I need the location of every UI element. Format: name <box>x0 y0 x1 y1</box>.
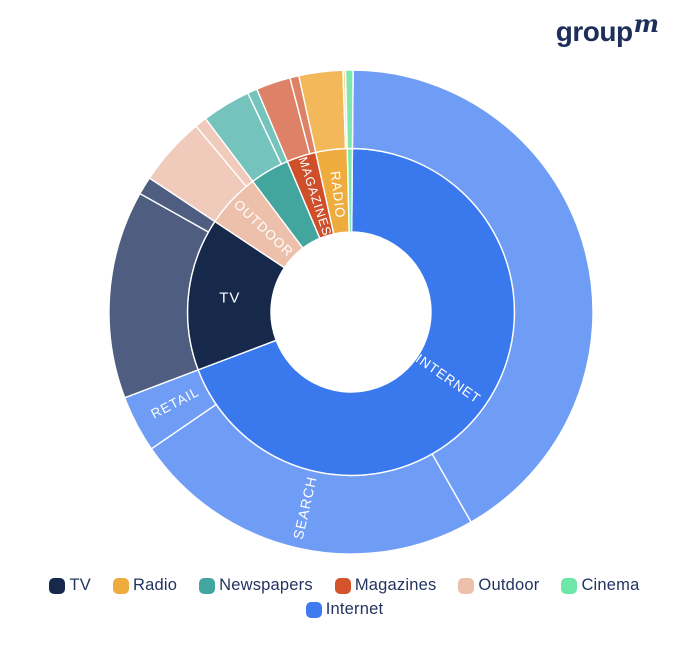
legend-swatch-outdoor <box>458 577 475 594</box>
legend-item-radio[interactable]: Radio <box>112 576 178 595</box>
legend-label-magazines: Magazines <box>354 576 437 594</box>
logo-text-group: group <box>555 16 633 47</box>
legend-label-radio: Radio <box>132 576 178 594</box>
chart-legend: TV Radio Newspapers Magazines Outdoor Cinema I… <box>0 576 689 619</box>
legend-label-newspapers: Newspapers <box>219 576 313 594</box>
legend-item-internet[interactable]: Internet <box>305 600 384 619</box>
legend-label-outdoor: Outdoor <box>478 576 540 594</box>
legend-label-tv: TV <box>69 576 91 594</box>
legend-swatch-tv <box>49 577 66 594</box>
legend-label-cinema: Cinema <box>581 576 640 594</box>
logo-text-m: m <box>633 9 659 38</box>
legend-row: TV Radio Newspapers Magazines Outdoor Cinema <box>49 576 639 595</box>
legend-item-newspapers[interactable]: Newspapers <box>199 576 313 595</box>
legend-swatch-newspapers <box>199 577 216 594</box>
legend-swatch-magazines <box>334 577 351 594</box>
legend-swatch-radio <box>112 577 129 594</box>
legend-item-tv[interactable]: TV <box>49 576 91 595</box>
legend-row: Internet <box>305 600 384 619</box>
legend-item-magazines[interactable]: Magazines <box>334 576 437 595</box>
segment-cinema-outer[interactable] <box>344 69 354 150</box>
legend-item-cinema[interactable]: Cinema <box>561 576 639 595</box>
legend-label-internet: Internet <box>325 600 384 618</box>
legend-swatch-internet <box>305 601 322 618</box>
legend-swatch-cinema <box>561 577 578 594</box>
groupm-logo: groupm <box>555 9 659 48</box>
segment-search[interactable] <box>150 403 473 555</box>
segment-internet-other[interactable] <box>351 69 594 524</box>
legend-item-outdoor[interactable]: Outdoor <box>458 576 539 595</box>
